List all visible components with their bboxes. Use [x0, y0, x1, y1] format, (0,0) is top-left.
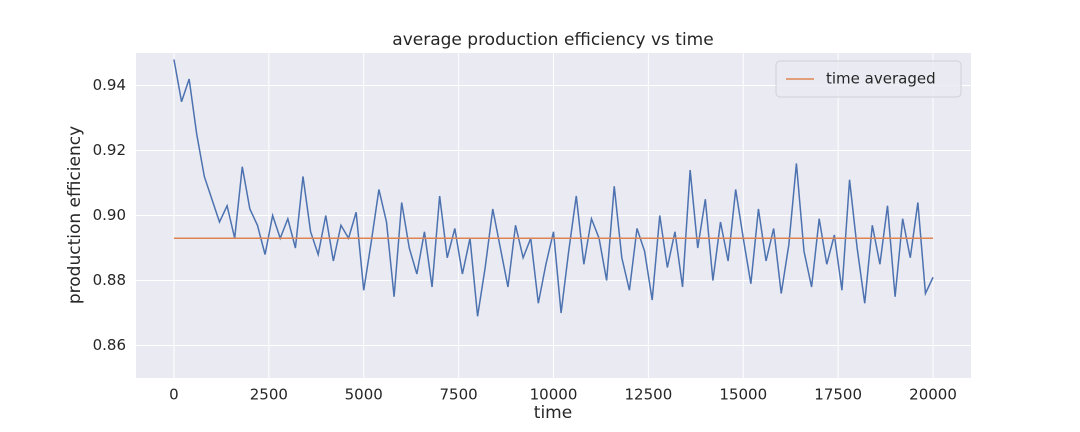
y-tick-label: 0.88	[93, 271, 126, 289]
series-line	[173, 59, 934, 317]
y-tick-label: 0.92	[93, 141, 126, 159]
y-tick-label: 0.94	[93, 76, 126, 94]
chart-title: average production efficiency vs time	[392, 30, 713, 50]
legend-label: time averaged	[826, 70, 936, 88]
y-tick-label: 0.86	[93, 336, 126, 354]
y-tick-label: 0.90	[93, 206, 126, 224]
legend-box	[775, 60, 962, 98]
x-tick-label: 0	[169, 386, 179, 404]
x-tick-label: 7500	[440, 386, 478, 404]
x-tick-label: 2500	[250, 386, 288, 404]
x-tick-label: 12500	[625, 386, 673, 404]
x-axis-label: time	[534, 403, 572, 423]
x-tick-label: 15000	[719, 386, 767, 404]
y-axis-label: production efficiency	[65, 126, 85, 304]
x-tick-label: 5000	[345, 386, 383, 404]
x-tick-label: 17500	[814, 386, 862, 404]
x-tick-label: 20000	[909, 386, 957, 404]
x-tick-label: 10000	[530, 386, 578, 404]
